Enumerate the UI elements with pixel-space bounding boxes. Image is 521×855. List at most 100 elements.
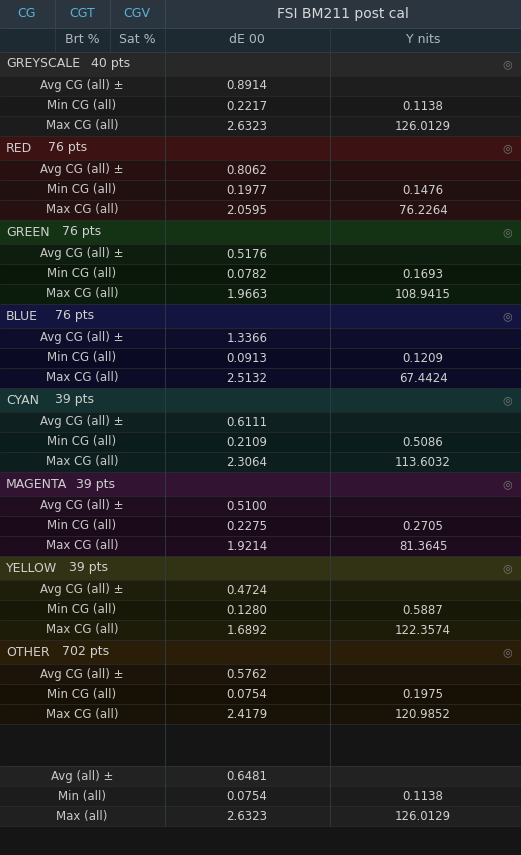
- Text: 76 pts: 76 pts: [55, 310, 94, 322]
- Text: 76 pts: 76 pts: [47, 141, 86, 155]
- Text: CGV: CGV: [123, 8, 151, 21]
- Bar: [0, 536, 521, 556]
- Bar: [0, 580, 521, 600]
- Text: 0.1138: 0.1138: [403, 789, 443, 803]
- Bar: [0, 640, 521, 664]
- Text: Max CG (all): Max CG (all): [46, 707, 118, 721]
- Text: Avg (all) ±: Avg (all) ±: [51, 770, 113, 782]
- Bar: [0, 0, 521, 28]
- Bar: [0, 826, 521, 855]
- Bar: [0, 52, 521, 76]
- Bar: [0, 806, 521, 826]
- Text: 39 pts: 39 pts: [77, 477, 115, 491]
- Text: 2.6323: 2.6323: [227, 120, 267, 133]
- Text: 2.0595: 2.0595: [227, 203, 267, 216]
- Text: Max CG (all): Max CG (all): [46, 372, 118, 385]
- Text: 108.9415: 108.9415: [395, 287, 451, 300]
- Bar: [0, 556, 521, 580]
- Text: 0.8914: 0.8914: [227, 80, 267, 92]
- Text: YELLOW: YELLOW: [6, 562, 57, 575]
- Bar: [0, 684, 521, 704]
- Bar: [0, 472, 521, 496]
- Text: 0.5176: 0.5176: [227, 247, 267, 261]
- Text: ◎: ◎: [502, 143, 512, 153]
- Bar: [0, 496, 521, 516]
- Text: Sat %: Sat %: [119, 33, 155, 46]
- Text: 0.2705: 0.2705: [403, 520, 443, 533]
- Text: 0.5762: 0.5762: [227, 668, 267, 681]
- Text: Avg CG (all) ±: Avg CG (all) ±: [40, 499, 124, 512]
- Text: Avg CG (all) ±: Avg CG (all) ±: [40, 416, 124, 428]
- Text: 39 pts: 39 pts: [55, 393, 94, 406]
- Text: 126.0129: 126.0129: [395, 810, 451, 823]
- Text: 1.3366: 1.3366: [227, 332, 267, 345]
- Bar: [0, 348, 521, 368]
- Bar: [0, 264, 521, 284]
- Text: Brt %: Brt %: [65, 33, 100, 46]
- Text: Max CG (all): Max CG (all): [46, 203, 118, 216]
- Text: OTHER: OTHER: [6, 646, 49, 658]
- Bar: [0, 328, 521, 348]
- Text: ◎: ◎: [502, 563, 512, 573]
- Text: 39 pts: 39 pts: [69, 562, 108, 575]
- Text: Min (all): Min (all): [58, 789, 106, 803]
- Text: 120.9852: 120.9852: [395, 707, 451, 721]
- Text: Avg CG (all) ±: Avg CG (all) ±: [40, 80, 124, 92]
- Text: 0.1209: 0.1209: [403, 351, 443, 364]
- Text: 2.5132: 2.5132: [227, 372, 267, 385]
- Text: Min CG (all): Min CG (all): [47, 351, 117, 364]
- Bar: [0, 304, 521, 328]
- Text: Max CG (all): Max CG (all): [46, 623, 118, 636]
- Bar: [0, 600, 521, 620]
- Text: 2.3064: 2.3064: [227, 456, 267, 469]
- Text: ◎: ◎: [502, 395, 512, 405]
- Text: Min CG (all): Min CG (all): [47, 687, 117, 700]
- Text: Avg CG (all) ±: Avg CG (all) ±: [40, 668, 124, 681]
- Text: 0.0754: 0.0754: [227, 789, 267, 803]
- Text: 0.6111: 0.6111: [227, 416, 268, 428]
- Text: 76.2264: 76.2264: [399, 203, 448, 216]
- Text: 0.1280: 0.1280: [227, 604, 267, 616]
- Bar: [0, 724, 521, 766]
- Bar: [0, 432, 521, 452]
- Bar: [0, 160, 521, 180]
- Text: Y nits: Y nits: [406, 33, 440, 46]
- Text: Avg CG (all) ±: Avg CG (all) ±: [40, 163, 124, 176]
- Text: 0.0782: 0.0782: [227, 268, 267, 280]
- Text: Min CG (all): Min CG (all): [47, 268, 117, 280]
- Bar: [0, 116, 521, 136]
- Text: ◎: ◎: [502, 647, 512, 657]
- Text: 0.2217: 0.2217: [227, 99, 268, 113]
- Text: 0.0913: 0.0913: [227, 351, 267, 364]
- Text: FSI BM211 post cal: FSI BM211 post cal: [277, 7, 409, 21]
- Bar: [0, 766, 521, 786]
- Text: CGT: CGT: [69, 8, 95, 21]
- Bar: [0, 180, 521, 200]
- Text: 0.6481: 0.6481: [227, 770, 267, 782]
- Text: 126.0129: 126.0129: [395, 120, 451, 133]
- Bar: [0, 284, 521, 304]
- Bar: [0, 220, 521, 244]
- Text: 40 pts: 40 pts: [91, 57, 130, 70]
- Bar: [0, 412, 521, 432]
- Bar: [0, 368, 521, 388]
- Text: 0.5086: 0.5086: [403, 435, 443, 449]
- Text: 81.3645: 81.3645: [399, 540, 447, 552]
- Bar: [0, 96, 521, 116]
- Text: GREEN: GREEN: [6, 226, 49, 239]
- Text: Min CG (all): Min CG (all): [47, 435, 117, 449]
- Text: Max CG (all): Max CG (all): [46, 540, 118, 552]
- Bar: [0, 200, 521, 220]
- Text: Min CG (all): Min CG (all): [47, 184, 117, 197]
- Text: 76 pts: 76 pts: [62, 226, 101, 239]
- Text: BLUE: BLUE: [6, 310, 38, 322]
- Text: 1.9663: 1.9663: [227, 287, 268, 300]
- Bar: [0, 76, 521, 96]
- Text: 0.5887: 0.5887: [403, 604, 443, 616]
- Bar: [0, 244, 521, 264]
- Text: MAGENTA: MAGENTA: [6, 477, 67, 491]
- Bar: [0, 786, 521, 806]
- Text: 0.2275: 0.2275: [227, 520, 267, 533]
- Bar: [0, 620, 521, 640]
- Text: Avg CG (all) ±: Avg CG (all) ±: [40, 332, 124, 345]
